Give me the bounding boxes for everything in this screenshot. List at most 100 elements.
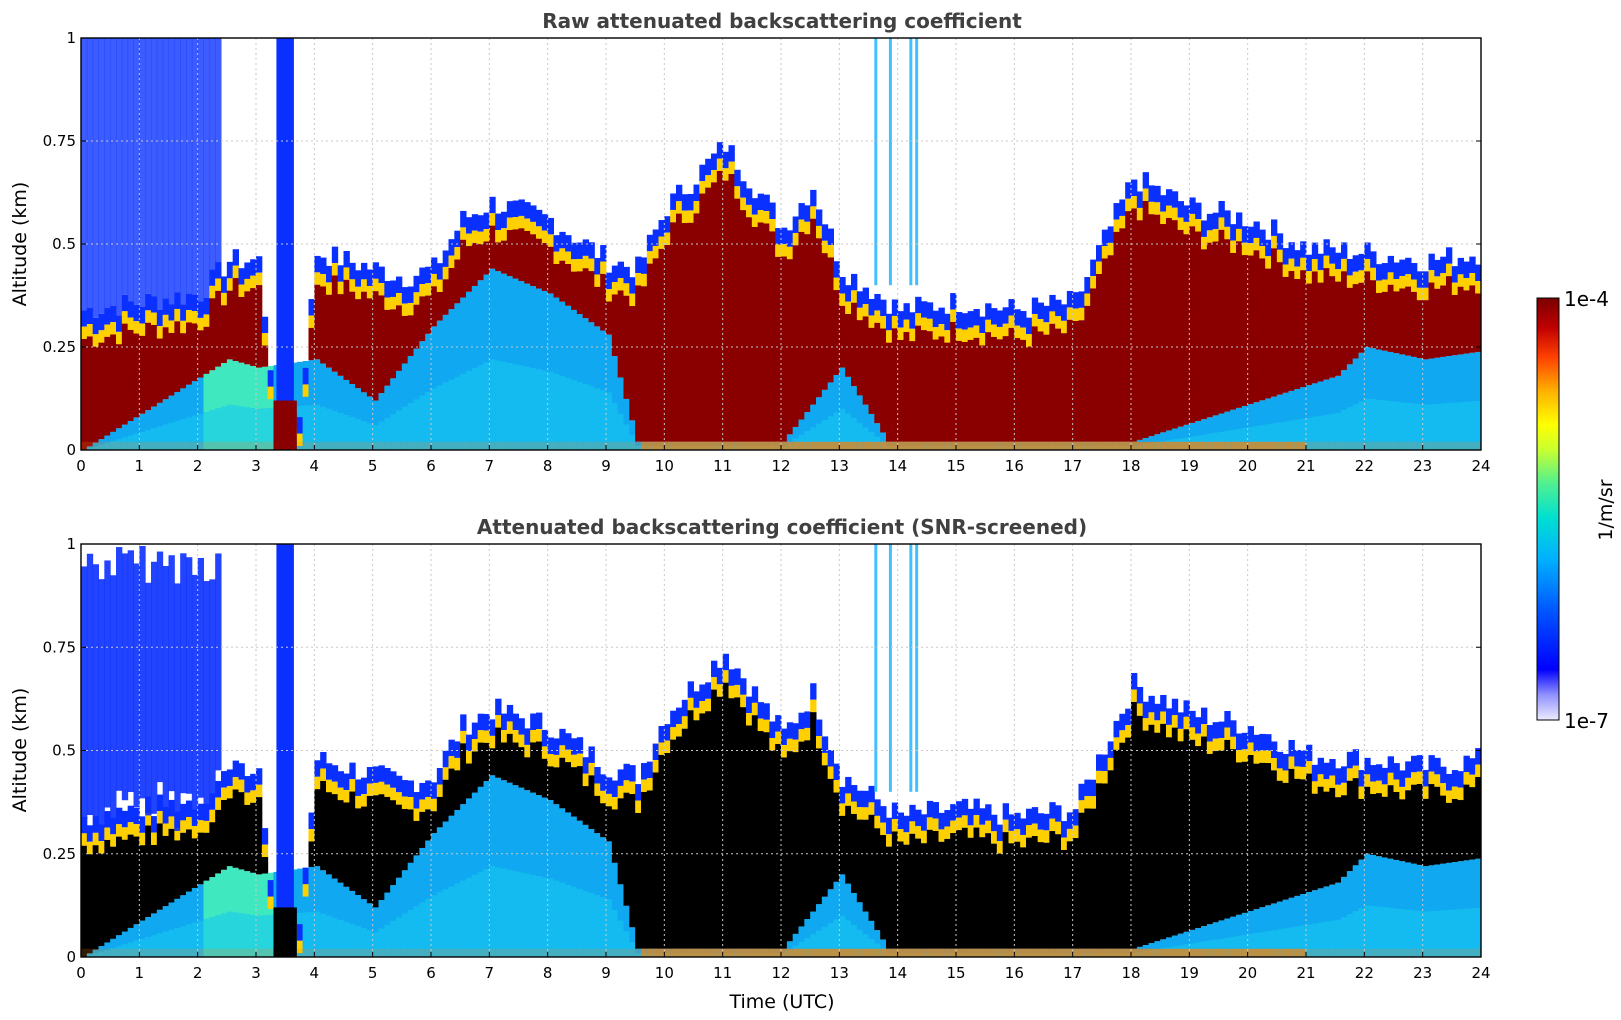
time-column [582, 757, 589, 957]
time-column [1026, 808, 1033, 957]
time-column [180, 553, 187, 957]
time-column [536, 712, 543, 957]
y-axis-ticks: 0 0.25 0.5 0.75 1 [43, 535, 1481, 966]
time-column [1288, 242, 1295, 450]
x-tick-label: 1 [135, 457, 145, 475]
time-column [559, 728, 566, 957]
time-column [1253, 221, 1260, 450]
time-column [868, 785, 875, 957]
time-column [775, 228, 782, 450]
time-column [244, 776, 251, 957]
time-column [991, 814, 998, 957]
time-column [232, 760, 239, 957]
time-column [366, 269, 374, 450]
time-column [1037, 813, 1044, 957]
x-tick-label: 12 [771, 457, 790, 475]
time-column [296, 868, 304, 957]
time-column [401, 780, 409, 957]
time-column [1405, 761, 1412, 957]
time-column [716, 142, 724, 450]
x-tick-label: 0 [76, 457, 86, 475]
time-column [1370, 251, 1377, 450]
time-column [1300, 241, 1307, 450]
time-column [361, 777, 368, 957]
time-column [396, 276, 403, 450]
time-column [1084, 779, 1091, 957]
time-column [261, 828, 269, 957]
y-tick-label: 0.5 [52, 742, 76, 760]
x-tick-label: 13 [830, 457, 849, 475]
colorbar-label: 1/m/sr [1595, 479, 1617, 540]
time-column [384, 768, 391, 957]
signal-streak [909, 38, 913, 286]
time-column [331, 765, 339, 957]
time-column [635, 256, 642, 450]
time-column [687, 193, 694, 450]
time-column [203, 38, 210, 450]
time-column [1416, 755, 1424, 957]
time-column [162, 566, 169, 957]
time-column [1306, 254, 1313, 450]
time-column [1317, 253, 1324, 450]
time-column [926, 302, 934, 450]
time-column [751, 686, 759, 957]
x-tick-label: 11 [713, 964, 732, 982]
time-column [1136, 686, 1144, 957]
time-column [1451, 266, 1459, 450]
time-column [915, 296, 922, 450]
time-column [903, 815, 910, 957]
time-column [396, 775, 403, 957]
time-column [1119, 713, 1126, 957]
time-column [431, 782, 438, 957]
time-column [979, 808, 986, 957]
time-column [1463, 261, 1470, 450]
time-column [92, 564, 99, 957]
time-column [1195, 202, 1202, 450]
time-column [816, 719, 823, 957]
x-axis-ticks: 0 1 2 3 4 5 6 7 8 9 10 11 12 13 14 15 16 17 18 19 20 21 22 23 24 [76, 952, 1491, 982]
time-column [1002, 307, 1009, 450]
time-column [454, 230, 461, 450]
y-tick-label: 0.25 [43, 338, 76, 356]
x-tick-label: 18 [1121, 964, 1140, 982]
time-column [600, 245, 607, 450]
x-tick-label: 1 [135, 964, 145, 982]
time-column [349, 762, 356, 957]
time-column [1014, 812, 1021, 957]
time-column [180, 38, 187, 450]
x-tick-label: 21 [1296, 457, 1315, 475]
time-column [1440, 766, 1447, 957]
time-column [1148, 695, 1155, 957]
time-column [431, 257, 438, 450]
time-column [156, 38, 164, 450]
time-column [483, 212, 490, 450]
time-column [763, 194, 770, 450]
time-column [524, 202, 531, 450]
time-column [1329, 759, 1336, 957]
time-column [827, 750, 834, 957]
time-column [687, 681, 694, 957]
time-column [845, 285, 852, 450]
time-column [1090, 779, 1097, 957]
time-column [267, 365, 274, 450]
time-column [985, 303, 992, 450]
time-column [156, 551, 164, 957]
time-column [1049, 802, 1056, 957]
time-column [839, 786, 846, 957]
y-axis-label: Altitude (km) [9, 688, 31, 813]
time-column [1352, 749, 1359, 957]
time-column [1335, 768, 1342, 957]
time-column [1265, 734, 1272, 957]
x-tick-label: 20 [1238, 964, 1257, 982]
time-column [1341, 242, 1348, 450]
time-column [582, 239, 589, 450]
colorbar-gradient [1536, 297, 1560, 721]
time-column [1364, 242, 1371, 450]
x-tick-label: 15 [946, 457, 965, 475]
time-column [1370, 765, 1377, 957]
time-column [1078, 783, 1085, 957]
time-column [746, 188, 753, 450]
x-tick-label: 24 [1471, 457, 1490, 475]
time-column [1457, 257, 1464, 450]
time-column [1311, 242, 1319, 450]
